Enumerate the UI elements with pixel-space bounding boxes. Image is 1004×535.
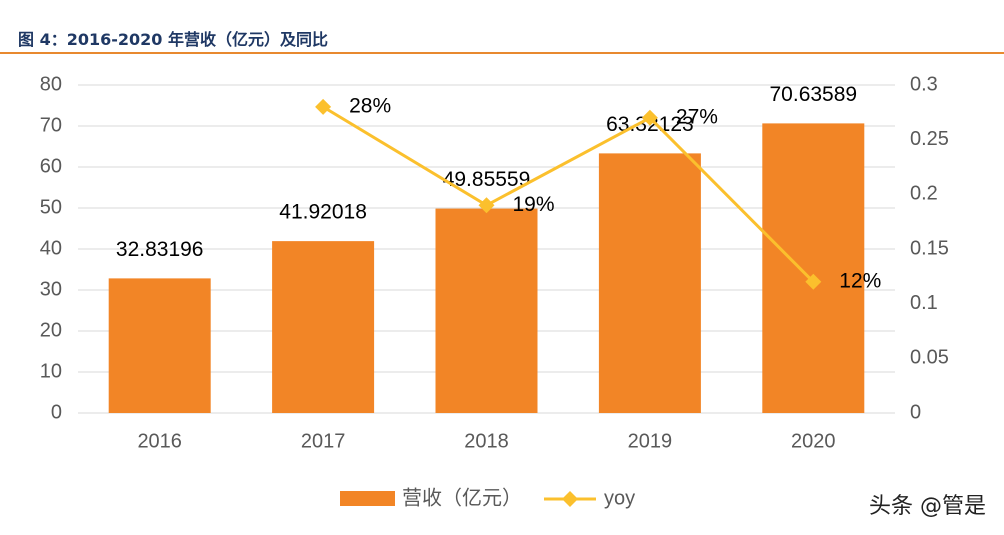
bar [598,153,701,414]
bar [762,123,865,413]
marker [641,109,658,126]
y-tick-label: 50 [40,196,62,218]
y-tick-label: 0 [51,401,62,423]
y2-tick-label: 0.2 [910,183,938,205]
bar [435,208,538,413]
x-tick-label: 2016 [137,430,182,452]
y2-tick-label: 0 [910,401,921,423]
data-label: 32.83196 [116,238,204,261]
y-tick-label: 30 [40,278,62,300]
x-tick-label: 2017 [301,430,346,452]
y2-tick-label: 0.1 [910,292,938,314]
data-label: 19% [513,193,555,216]
data-label: 28% [349,94,391,117]
marker [805,273,822,290]
data-label: 12% [839,269,881,292]
y2-tick-label: 0.3 [910,73,938,95]
chart-title: 图 4：2016-2020 年营收（亿元）及同比 [18,30,328,49]
data-label: 27% [676,105,718,128]
bar [272,241,375,413]
watermark: 头条 @管是 [869,494,986,519]
y-tick-label: 20 [40,319,62,341]
data-label: 70.63589 [770,83,858,106]
legend-label: 营收（亿元） [402,486,522,509]
y-tick-label: 40 [40,237,62,259]
legend-label: yoy [604,487,635,509]
title-rule [0,52,1004,54]
marker [315,98,332,115]
legend-swatch [340,491,395,506]
legend-marker [562,491,578,507]
y2-tick-label: 0.25 [910,128,949,150]
data-label: 41.92018 [279,201,367,224]
y2-tick-label: 0.05 [910,347,949,369]
x-tick-label: 2018 [464,430,509,452]
y-tick-label: 10 [40,360,62,382]
line [322,105,815,283]
data-label: 49.85559 [443,168,531,191]
x-tick-label: 2019 [628,430,673,452]
y2-tick-label: 0.15 [910,237,949,259]
x-tick-label: 2020 [791,430,836,452]
y-tick-label: 70 [40,114,62,136]
bar [108,278,211,413]
y-tick-label: 60 [40,155,62,177]
y-tick-label: 80 [40,73,62,95]
marker [478,197,495,214]
